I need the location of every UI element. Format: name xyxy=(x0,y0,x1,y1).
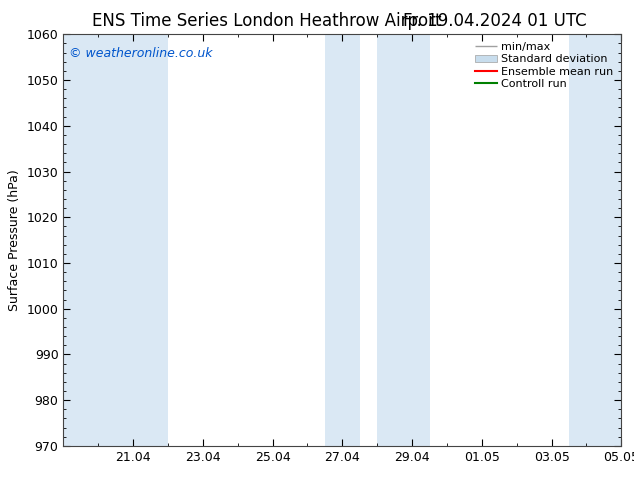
Text: Fr. 19.04.2024 01 UTC: Fr. 19.04.2024 01 UTC xyxy=(403,12,586,30)
Y-axis label: Surface Pressure (hPa): Surface Pressure (hPa) xyxy=(8,169,21,311)
Bar xyxy=(377,34,430,446)
Text: © weatheronline.co.uk: © weatheronline.co.uk xyxy=(69,47,212,60)
Bar xyxy=(63,34,168,446)
Bar xyxy=(569,34,621,446)
Text: ENS Time Series London Heathrow Airport: ENS Time Series London Heathrow Airport xyxy=(91,12,441,30)
Bar xyxy=(325,34,359,446)
Legend: min/max, Standard deviation, Ensemble mean run, Controll run: min/max, Standard deviation, Ensemble me… xyxy=(472,40,616,91)
